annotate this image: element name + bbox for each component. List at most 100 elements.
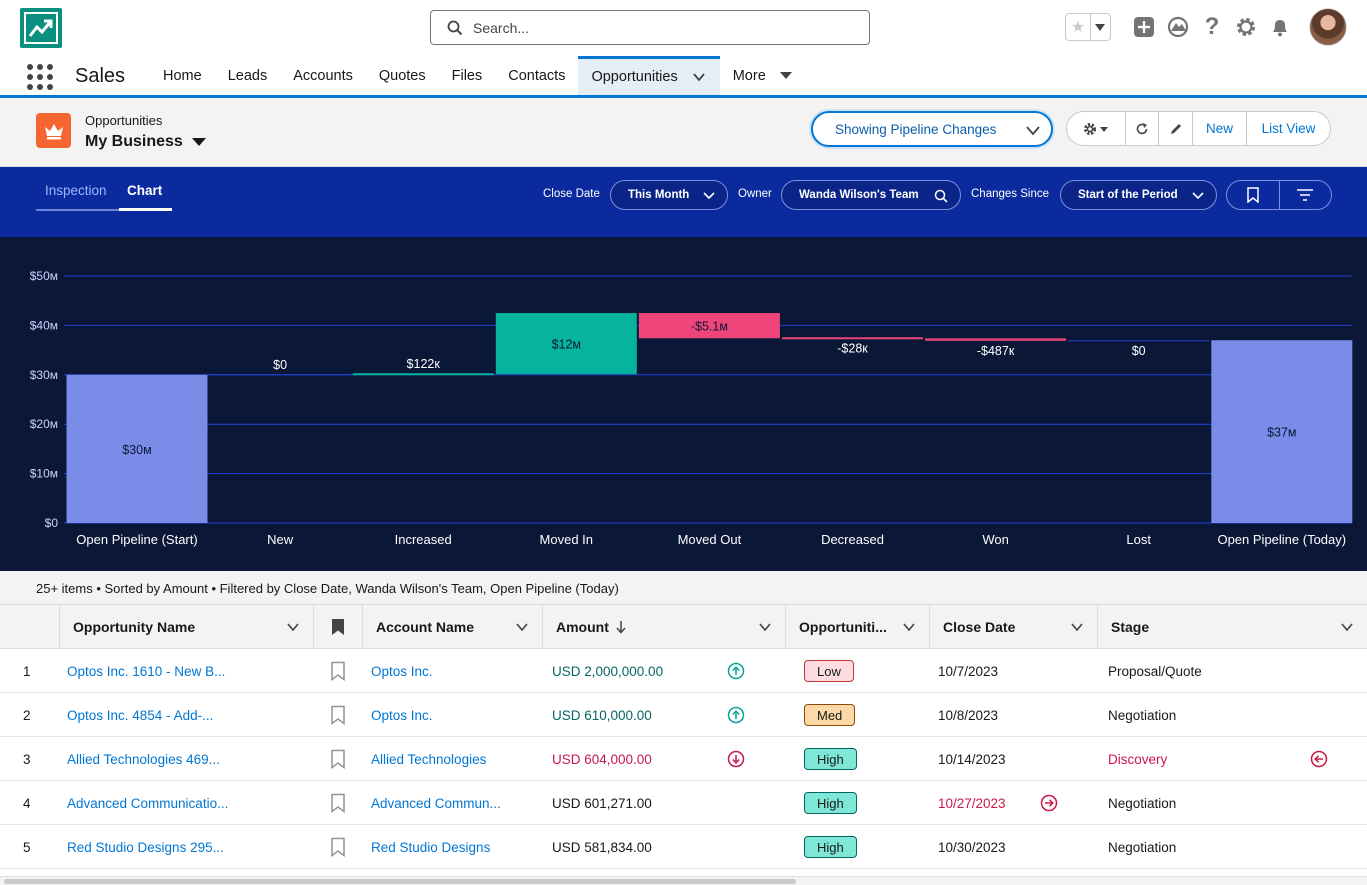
new-button[interactable]: New bbox=[1192, 112, 1246, 145]
x-category-label: Open Pipeline (Today) bbox=[1217, 532, 1346, 547]
trend-up-circle-icon bbox=[727, 706, 745, 724]
bar-value-label: $30м bbox=[122, 443, 151, 457]
stage-value: Proposal/Quote bbox=[1108, 663, 1202, 679]
owner-value: Wanda Wilson's Team bbox=[799, 189, 919, 201]
user-avatar[interactable] bbox=[1309, 8, 1347, 46]
list-view-button[interactable]: List View bbox=[1246, 112, 1330, 145]
opportunity-name-link[interactable]: Allied Technologies 469... bbox=[67, 751, 220, 767]
nav-tab-files[interactable]: Files bbox=[439, 56, 496, 95]
notifications-bell-icon[interactable] bbox=[1269, 16, 1291, 38]
opportunity-name-link[interactable]: Optos Inc. 4854 - Add-... bbox=[67, 707, 214, 723]
score-badge: Med bbox=[804, 704, 856, 726]
app-navigation: Sales Home Leads Accounts Quotes Files C… bbox=[0, 56, 1367, 98]
opportunity-name-link[interactable]: Optos Inc. 1610 - New B... bbox=[67, 663, 226, 679]
bookmark-row-button[interactable] bbox=[330, 737, 346, 781]
amount-value: USD 581,834.00 bbox=[552, 839, 652, 855]
changes-since-filter[interactable]: Start of the Period bbox=[1060, 180, 1217, 210]
tab-chart[interactable]: Chart bbox=[119, 183, 172, 211]
setup-gear-icon[interactable] bbox=[1235, 16, 1257, 38]
close-date-value: 10/27/2023 bbox=[938, 795, 1006, 811]
column-header-bookmark[interactable] bbox=[313, 605, 362, 649]
nav-tab-opportunities[interactable]: Opportunities bbox=[578, 56, 720, 95]
favorites-dropdown-icon[interactable] bbox=[1091, 14, 1110, 40]
opportunity-score-cell: High bbox=[804, 825, 857, 869]
close-date-change bbox=[1040, 781, 1058, 825]
nav-tab-accounts[interactable]: Accounts bbox=[280, 56, 366, 95]
bookmark-row-button[interactable] bbox=[330, 825, 346, 869]
table-row: 3 Allied Technologies 469... Allied Tech… bbox=[0, 737, 1367, 781]
list-settings-button[interactable] bbox=[1067, 112, 1125, 145]
trailhead-icon[interactable] bbox=[1167, 16, 1189, 38]
bar-value-label: $0 bbox=[1132, 344, 1146, 358]
bar-value-label: $12м bbox=[552, 338, 581, 352]
edit-list-button[interactable] bbox=[1158, 112, 1192, 145]
date-pushed-arrow-icon bbox=[1040, 794, 1058, 812]
x-category-label: Increased bbox=[395, 532, 452, 547]
filter-button[interactable] bbox=[1280, 181, 1332, 209]
nav-tab-home[interactable]: Home bbox=[150, 56, 215, 95]
chevron-down-icon[interactable] bbox=[1340, 620, 1354, 634]
filter-lines-icon bbox=[1297, 189, 1314, 201]
opportunity-name-link[interactable]: Advanced Communicatio... bbox=[67, 795, 229, 811]
chevron-down-icon[interactable] bbox=[1070, 620, 1084, 634]
horizontal-scrollbar[interactable] bbox=[0, 876, 1367, 885]
row-number: 4 bbox=[23, 795, 31, 811]
column-header-opportunity-score[interactable]: Opportuniti... bbox=[785, 605, 929, 649]
tab-inspection[interactable]: Inspection bbox=[36, 183, 119, 211]
account-name-link[interactable]: Red Studio Designs bbox=[371, 839, 491, 855]
app-launcher-icon[interactable] bbox=[27, 64, 53, 90]
search-icon bbox=[934, 189, 948, 203]
column-header-account-name[interactable]: Account Name bbox=[362, 605, 542, 649]
column-header-amount[interactable]: Amount bbox=[542, 605, 785, 649]
close-date-value: 10/7/2023 bbox=[938, 663, 999, 679]
score-badge: High bbox=[804, 836, 857, 858]
stage-moved-back-icon bbox=[1310, 750, 1328, 768]
bookmark-row-button[interactable] bbox=[330, 649, 346, 693]
add-icon[interactable] bbox=[1133, 16, 1155, 38]
list-view-dropdown-icon[interactable] bbox=[191, 138, 206, 146]
bookmark-button[interactable] bbox=[1227, 181, 1280, 209]
chevron-down-icon[interactable] bbox=[902, 620, 916, 634]
chevron-down-icon[interactable] bbox=[758, 620, 772, 634]
column-header-opportunity-name[interactable]: Opportunity Name bbox=[59, 605, 313, 649]
chart-actions-group bbox=[1226, 180, 1332, 210]
chevron-down-icon[interactable] bbox=[692, 70, 706, 84]
trend-up-circle-icon bbox=[727, 662, 745, 680]
nav-tab-quotes[interactable]: Quotes bbox=[366, 56, 439, 95]
opportunity-score-cell: Med bbox=[804, 693, 856, 737]
waterfall-chart-svg: $0 $10м $20м $30м $40м $50м $30м Open Pipeline … bbox=[30, 269, 1353, 547]
help-icon[interactable]: ? bbox=[1204, 13, 1220, 40]
column-header-close-date[interactable]: Close Date bbox=[929, 605, 1097, 649]
pipeline-changes-button[interactable]: Showing Pipeline Changes bbox=[811, 111, 1053, 147]
chevron-down-icon[interactable] bbox=[286, 620, 300, 634]
column-header-label: Close Date bbox=[943, 619, 1016, 635]
bookmark-row-button[interactable] bbox=[330, 781, 346, 825]
column-header-stage[interactable]: Stage bbox=[1097, 605, 1367, 649]
opportunity-name-link[interactable]: Red Studio Designs 295... bbox=[67, 839, 224, 855]
gear-dropdown-icon bbox=[1084, 122, 1108, 135]
table-row: 2 Optos Inc. 4854 - Add-... Optos Inc. U… bbox=[0, 693, 1367, 737]
account-name-link[interactable]: Optos Inc. bbox=[371, 707, 433, 723]
refresh-button[interactable] bbox=[1125, 112, 1158, 145]
bar-value-label: -$487к bbox=[977, 344, 1015, 358]
amount-trend bbox=[727, 693, 745, 737]
search-input[interactable] bbox=[473, 19, 853, 36]
chevron-down-icon bbox=[1026, 126, 1040, 136]
scrollbar-thumb[interactable] bbox=[4, 879, 796, 884]
nav-tab-label: Contacts bbox=[508, 67, 566, 84]
nav-tab-contacts[interactable]: Contacts bbox=[495, 56, 578, 95]
close-date-filter[interactable]: This Month bbox=[610, 180, 728, 210]
owner-filter[interactable]: Wanda Wilson's Team bbox=[781, 180, 961, 210]
favorites-star-icon[interactable]: ★ bbox=[1066, 14, 1091, 40]
app-logo[interactable] bbox=[20, 8, 62, 48]
account-name-link[interactable]: Advanced Commun... bbox=[371, 795, 501, 811]
global-search[interactable] bbox=[430, 10, 870, 45]
chevron-down-icon[interactable] bbox=[515, 620, 529, 634]
account-name-link[interactable]: Optos Inc. bbox=[371, 663, 433, 679]
nav-tab-more[interactable]: More bbox=[720, 56, 805, 95]
nav-tab-leads[interactable]: Leads bbox=[215, 56, 281, 95]
table-row: 5 Red Studio Designs 295... Red Studio D… bbox=[0, 825, 1367, 869]
bookmark-row-button[interactable] bbox=[330, 693, 346, 737]
account-name-link[interactable]: Allied Technologies bbox=[371, 751, 487, 767]
list-view-title[interactable]: My Business bbox=[85, 133, 206, 151]
